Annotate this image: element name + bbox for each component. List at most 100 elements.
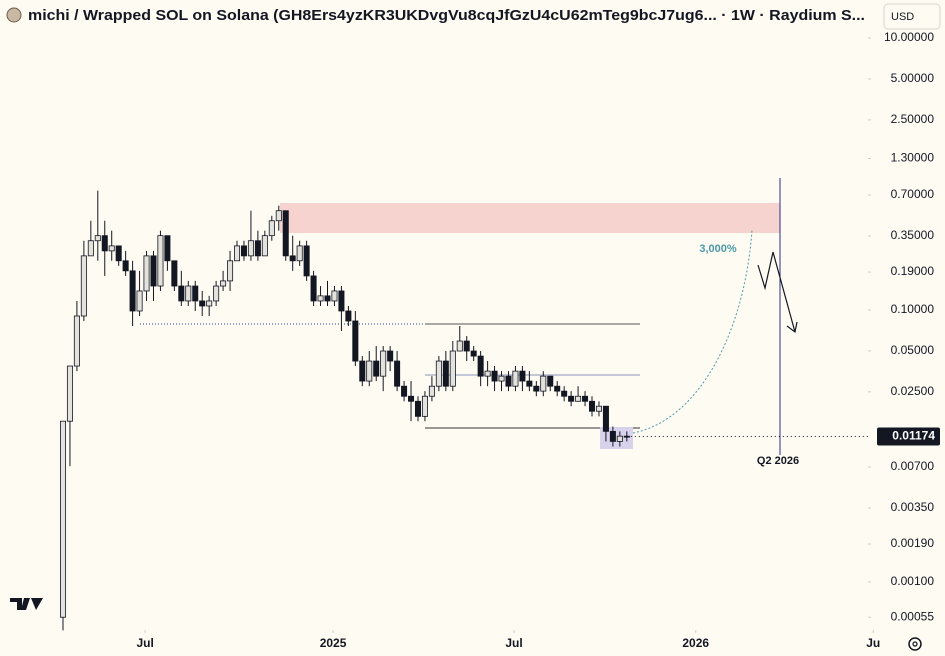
- candle-body: [234, 245, 241, 262]
- candle-body: [414, 400, 422, 417]
- y-tick-label: 0.00055: [891, 609, 935, 623]
- avatar: [6, 7, 22, 23]
- candle-body: [352, 320, 359, 362]
- settings-icon-core: [912, 641, 918, 647]
- candle-body: [87, 240, 94, 257]
- candle-body: [602, 405, 609, 432]
- y-tick-label: 0.05000: [891, 343, 935, 357]
- candle-body: [470, 350, 477, 357]
- candle-body: [609, 430, 616, 442]
- resistance-zone: [280, 203, 780, 233]
- candle-body: [303, 245, 310, 277]
- x-tick-label: Jul: [136, 636, 153, 650]
- last-price-tag: [877, 427, 940, 446]
- candle-body: [101, 235, 108, 252]
- candle-body: [366, 360, 373, 382]
- candle-body: [220, 280, 227, 287]
- path-arrow: [757, 251, 798, 334]
- candle-body: [435, 360, 442, 387]
- candle-body: [157, 235, 164, 287]
- y-tick-label: 0.00700: [891, 459, 935, 473]
- y-tick-label: 0.19000: [891, 264, 935, 278]
- currency-label: USD: [891, 11, 914, 23]
- y-tick-label: 0.70000: [891, 187, 935, 201]
- candle-body: [575, 395, 582, 402]
- settings-icon[interactable]: [908, 637, 922, 651]
- candle-body: [261, 235, 268, 257]
- candle-body: [387, 350, 394, 362]
- candle-body: [213, 285, 220, 302]
- gain-label: 3,000%: [699, 243, 737, 255]
- candle-body: [554, 385, 561, 392]
- candle-body: [401, 385, 408, 397]
- candle-body: [526, 380, 533, 387]
- y-tick-label: 0.00100: [891, 574, 935, 588]
- candle-body: [519, 370, 526, 382]
- candle-body: [449, 350, 456, 387]
- candle-body: [547, 375, 554, 387]
- y-tick-label: 2.50000: [891, 112, 935, 126]
- candle-body: [428, 385, 435, 397]
- candle-body: [408, 395, 415, 402]
- candle-body: [345, 310, 352, 322]
- x-tick-label: 2026: [682, 636, 709, 650]
- candle-body: [317, 295, 324, 302]
- candle-body: [477, 355, 484, 377]
- y-tick-label: 0.00190: [891, 536, 935, 550]
- candle-body: [296, 245, 303, 262]
- candle-body: [310, 275, 317, 302]
- candle-body: [616, 435, 623, 442]
- y-tick-label: 5.00000: [891, 71, 935, 85]
- candle-body: [588, 400, 596, 412]
- candle-body: [582, 395, 589, 402]
- y-tick-label: 1.30000: [891, 151, 935, 165]
- candle-body: [115, 245, 122, 262]
- candle-body: [206, 300, 213, 307]
- candle-body: [442, 360, 449, 387]
- last-price-label: 0.01174: [892, 429, 935, 443]
- candle-body: [484, 370, 491, 377]
- candle-body: [282, 210, 289, 257]
- candle-body: [122, 260, 129, 272]
- candle-body: [136, 290, 143, 312]
- candle-body: [80, 255, 87, 317]
- candle-body: [338, 290, 345, 312]
- candle-body: [240, 245, 247, 257]
- candle-body: [463, 340, 470, 352]
- candle-body: [512, 370, 519, 387]
- candle-body: [568, 395, 575, 402]
- y-tick-label: 0.10000: [891, 302, 935, 316]
- candle-body: [66, 365, 73, 422]
- candle-body: [359, 360, 366, 382]
- candle-body: [164, 235, 171, 262]
- candle-body: [94, 235, 101, 242]
- y-tick-label: 0.02500: [891, 384, 935, 398]
- y-tick-label: 0.35000: [891, 228, 935, 242]
- candle-body: [254, 240, 261, 257]
- logo: [10, 598, 43, 610]
- candles: [59, 190, 630, 631]
- candle-body: [185, 285, 192, 302]
- candle-body: [331, 290, 338, 302]
- candle-body: [192, 285, 199, 302]
- candle-body: [150, 255, 157, 287]
- candle-body: [456, 340, 463, 352]
- x-tick-label: 2025: [320, 636, 347, 650]
- candle-body: [505, 375, 512, 387]
- candle-body: [108, 245, 115, 252]
- candle-body: [289, 255, 296, 262]
- candle-body: [533, 385, 540, 392]
- candle-body: [540, 375, 547, 392]
- date-label: Q2 2026: [757, 455, 799, 467]
- candle-body: [247, 240, 254, 257]
- candle-body: [275, 210, 282, 222]
- candle-body: [421, 395, 428, 417]
- candle-body: [561, 390, 568, 397]
- candle-body: [171, 260, 178, 287]
- candle-body: [73, 315, 80, 367]
- candle-body: [394, 360, 401, 387]
- currency-select[interactable]: [883, 3, 941, 30]
